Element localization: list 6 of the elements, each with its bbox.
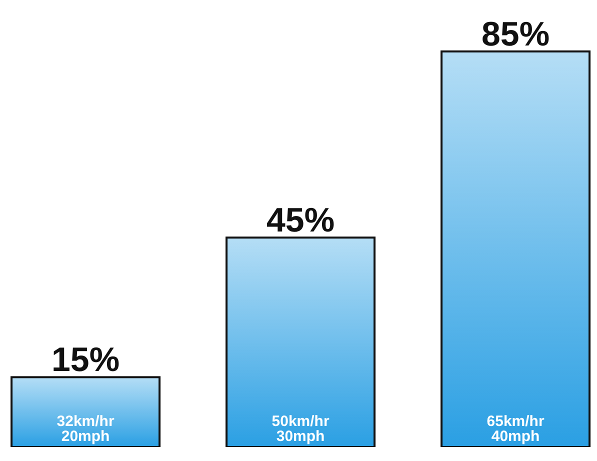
data-label: 45% xyxy=(266,202,335,240)
data-label: 15% xyxy=(52,341,120,380)
x-tick-label: 32km/hr 20mph xyxy=(56,413,114,445)
x-tick-label: 50km/hr 30mph xyxy=(272,413,330,445)
x-tick-label: 65km/hr 40mph xyxy=(486,413,544,445)
data-label: 85% xyxy=(482,15,550,54)
